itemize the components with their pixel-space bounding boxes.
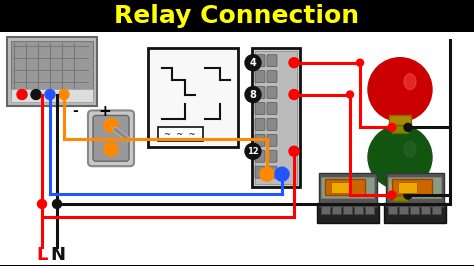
FancyBboxPatch shape xyxy=(319,173,377,207)
FancyBboxPatch shape xyxy=(267,71,277,83)
Circle shape xyxy=(31,90,41,99)
FancyBboxPatch shape xyxy=(384,203,446,223)
FancyBboxPatch shape xyxy=(0,0,474,32)
Circle shape xyxy=(289,58,299,68)
FancyBboxPatch shape xyxy=(93,115,129,161)
FancyBboxPatch shape xyxy=(355,206,364,214)
Circle shape xyxy=(388,191,396,199)
FancyBboxPatch shape xyxy=(400,206,409,214)
Circle shape xyxy=(104,118,118,132)
Circle shape xyxy=(291,91,298,98)
Circle shape xyxy=(245,86,261,102)
Ellipse shape xyxy=(404,141,416,157)
FancyBboxPatch shape xyxy=(421,206,430,214)
Circle shape xyxy=(17,90,27,99)
Circle shape xyxy=(260,167,274,181)
Circle shape xyxy=(275,167,289,181)
Circle shape xyxy=(45,90,55,99)
FancyBboxPatch shape xyxy=(392,193,408,201)
FancyBboxPatch shape xyxy=(0,32,474,265)
Circle shape xyxy=(346,91,354,98)
Text: ~  ~  ~: ~ ~ ~ xyxy=(164,130,196,139)
Circle shape xyxy=(291,59,298,66)
FancyBboxPatch shape xyxy=(317,203,379,223)
FancyBboxPatch shape xyxy=(255,134,265,146)
FancyBboxPatch shape xyxy=(399,182,418,193)
Circle shape xyxy=(289,90,299,99)
Circle shape xyxy=(37,200,46,209)
Circle shape xyxy=(53,200,62,209)
FancyBboxPatch shape xyxy=(7,37,97,106)
Text: 4: 4 xyxy=(250,58,256,68)
FancyBboxPatch shape xyxy=(321,177,374,198)
Circle shape xyxy=(404,191,412,199)
FancyBboxPatch shape xyxy=(11,89,93,102)
Circle shape xyxy=(59,90,69,99)
Text: 12: 12 xyxy=(247,147,259,156)
FancyBboxPatch shape xyxy=(267,118,277,130)
FancyBboxPatch shape xyxy=(331,182,350,193)
Circle shape xyxy=(245,55,261,71)
Text: Relay Connection: Relay Connection xyxy=(114,4,360,28)
Text: N: N xyxy=(51,246,65,264)
FancyBboxPatch shape xyxy=(344,206,353,214)
Circle shape xyxy=(245,143,261,159)
FancyBboxPatch shape xyxy=(158,127,203,141)
FancyBboxPatch shape xyxy=(410,206,419,214)
Circle shape xyxy=(388,123,396,131)
FancyBboxPatch shape xyxy=(389,206,398,214)
Circle shape xyxy=(291,148,298,155)
FancyBboxPatch shape xyxy=(255,166,265,178)
Circle shape xyxy=(368,125,432,189)
FancyBboxPatch shape xyxy=(255,55,265,67)
FancyBboxPatch shape xyxy=(389,177,441,198)
FancyBboxPatch shape xyxy=(255,51,297,184)
Circle shape xyxy=(356,59,364,66)
FancyBboxPatch shape xyxy=(267,166,277,178)
FancyBboxPatch shape xyxy=(148,48,238,147)
FancyBboxPatch shape xyxy=(267,134,277,146)
FancyBboxPatch shape xyxy=(392,179,432,195)
FancyBboxPatch shape xyxy=(252,48,300,187)
Text: L: L xyxy=(36,246,48,264)
Circle shape xyxy=(404,123,412,131)
FancyBboxPatch shape xyxy=(332,206,341,214)
Circle shape xyxy=(104,142,118,156)
FancyBboxPatch shape xyxy=(267,55,277,67)
FancyBboxPatch shape xyxy=(267,102,277,114)
FancyBboxPatch shape xyxy=(11,41,93,95)
FancyBboxPatch shape xyxy=(255,71,265,83)
Ellipse shape xyxy=(404,74,416,90)
FancyBboxPatch shape xyxy=(365,206,374,214)
FancyBboxPatch shape xyxy=(255,86,265,98)
FancyBboxPatch shape xyxy=(255,150,265,162)
FancyBboxPatch shape xyxy=(392,125,408,133)
Text: 8: 8 xyxy=(250,90,256,99)
FancyBboxPatch shape xyxy=(267,86,277,98)
Circle shape xyxy=(368,58,432,121)
FancyBboxPatch shape xyxy=(255,118,265,130)
Text: -: - xyxy=(72,105,78,118)
FancyBboxPatch shape xyxy=(267,150,277,162)
Circle shape xyxy=(289,146,299,156)
FancyBboxPatch shape xyxy=(386,173,444,207)
FancyBboxPatch shape xyxy=(389,115,411,129)
FancyBboxPatch shape xyxy=(389,183,411,197)
FancyBboxPatch shape xyxy=(321,206,330,214)
FancyBboxPatch shape xyxy=(325,179,365,195)
FancyBboxPatch shape xyxy=(432,206,441,214)
Text: +: + xyxy=(99,104,111,119)
FancyBboxPatch shape xyxy=(88,110,134,166)
FancyBboxPatch shape xyxy=(255,102,265,114)
